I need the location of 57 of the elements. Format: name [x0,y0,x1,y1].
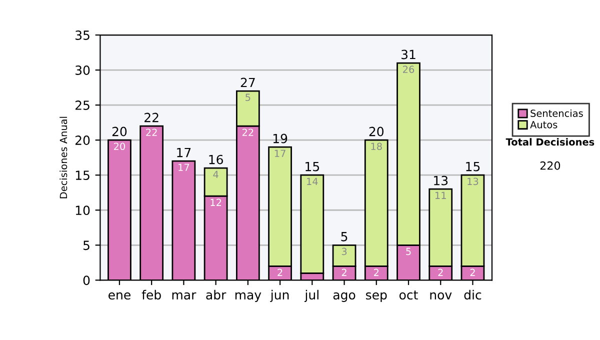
total-label: 20 [112,126,127,136]
total-label: 22 [144,112,158,122]
total-label: 17 [177,148,191,158]
x-tick-label: jul [304,290,318,302]
data-label: 3 [342,248,347,256]
legend-label: Autos [530,121,558,128]
total-label: 20 [369,126,384,136]
data-label: 2 [470,268,475,276]
y-tick-label: 0 [83,276,90,286]
data-label: 13 [468,178,478,186]
total-label: 31 [402,50,416,60]
y-tick-label: 35 [76,30,90,40]
y-tick-label: 20 [75,136,90,146]
data-label: 11 [436,192,446,199]
data-label: 14 [307,178,318,185]
y-tick-label: 10 [76,206,90,216]
y-tick-label: 15 [76,170,90,180]
data-label: 2 [342,268,346,276]
data-label: 18 [371,142,382,150]
y-axis-title: Decisiones Anual [60,116,68,198]
data-label: 17 [274,150,286,157]
legend-label: Sentencias [530,109,583,117]
x-tick-label: mar [172,292,196,300]
data-label: 12 [210,198,222,206]
data-label: 22 [146,128,157,136]
data-label: 2 [374,268,379,276]
text: Total Decisiones [506,138,594,146]
x-tick-label: may [235,292,262,302]
x-tick-label: sep [366,292,387,302]
x-tick-label: ago [333,292,356,302]
y-tick-label: 25 [75,100,90,110]
y-tick-label: 5 [83,240,90,250]
total-label: 16 [209,154,223,164]
data-label: 20 [114,142,126,150]
x-tick-label: ene [108,292,130,300]
y-tick-label: 30 [76,66,90,75]
total-label: 15 [466,162,480,172]
x-tick-label: jun [270,290,289,302]
data-label: 22 [242,128,254,136]
total-label: 5 [341,232,348,242]
total-label: 27 [240,78,255,88]
data-label: 5 [246,94,250,102]
x-tick-label: feb [142,290,161,300]
data-label: 2 [438,268,443,276]
data-label: 5 [406,248,411,256]
x-tick-label: dic [464,290,482,300]
x-tick-label: oct [399,290,418,300]
total-label: 19 [273,134,288,144]
total-label: 15 [306,162,320,172]
data-label: 2 [278,268,282,276]
x-tick-label: abr [206,290,226,300]
data-label: 17 [178,164,190,171]
total-label: 13 [434,176,448,186]
data-label: 4 [213,170,218,178]
x-tick-label: nov [430,292,452,300]
data-label: 26 [403,66,414,74]
text: 220 [540,161,560,170]
